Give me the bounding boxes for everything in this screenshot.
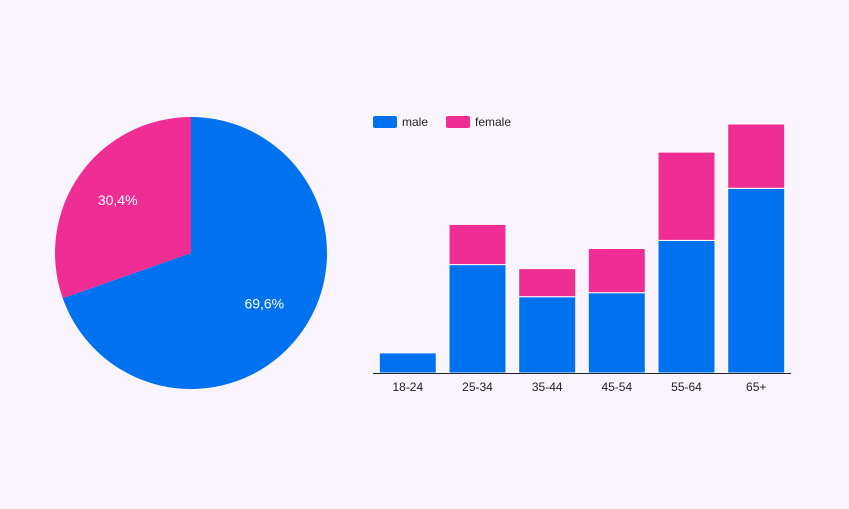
legend-label-male[interactable]: male: [402, 115, 428, 129]
legend-swatch-male: [373, 116, 397, 128]
bar-female-25-34[interactable]: [448, 223, 507, 266]
bar-male-18-24[interactable]: [378, 352, 437, 374]
bar-male-55-64[interactable]: [657, 240, 716, 374]
bar-female-45-54[interactable]: [587, 248, 646, 294]
x-tick-label: 35-44: [532, 380, 563, 394]
x-tick-label: 25-34: [462, 380, 493, 394]
bar-female-35-44[interactable]: [518, 268, 577, 298]
pie-chart: 69,6% 30,4%: [54, 117, 327, 390]
bar-male-35-44[interactable]: [518, 296, 577, 374]
bar-female-65+[interactable]: [727, 123, 786, 189]
pie-label-female: 30,4%: [98, 192, 138, 208]
pie-label-male: 69,6%: [244, 296, 284, 312]
bar-female-55-64[interactable]: [657, 151, 716, 241]
legend-swatch-female: [446, 116, 470, 128]
x-tick-label: 55-64: [671, 380, 702, 394]
x-tick-label: 45-54: [601, 380, 632, 394]
x-tick-label: 65+: [746, 380, 766, 394]
pie-slice-female[interactable]: [54, 117, 192, 299]
legend-label-female[interactable]: female: [475, 115, 511, 129]
bar-male-65+[interactable]: [727, 187, 786, 374]
bar-male-45-54[interactable]: [587, 292, 646, 374]
x-tick-label: 18-24: [392, 380, 423, 394]
stacked-bar-chart: 18-24 25-34 35-44 45-54 55-64 65+ male female: [373, 115, 791, 394]
bar-male-25-34[interactable]: [448, 264, 507, 374]
pie-slice-male[interactable]: [62, 117, 327, 390]
